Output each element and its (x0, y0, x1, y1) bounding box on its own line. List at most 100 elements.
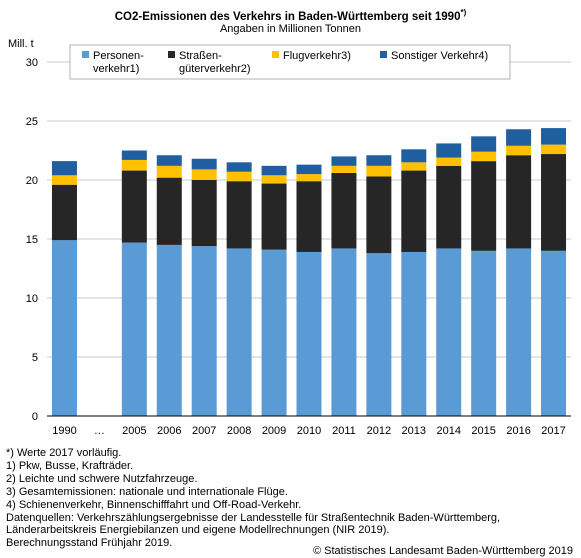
bar-segment (506, 155, 532, 249)
legend-label: güterverkehr2) (179, 63, 251, 75)
footnote: 4) Schienenverkehr, Binnenschifffahrt un… (6, 498, 302, 511)
legend-swatch (82, 51, 89, 58)
bar-segment (156, 244, 182, 416)
bar-segment (296, 164, 322, 175)
bar-segment (331, 165, 357, 173)
bar-segment (366, 165, 392, 177)
legend-swatch (272, 51, 279, 58)
bar-segment (261, 165, 287, 176)
bar-segment (121, 150, 147, 160)
y-axis-unit-label: Mill. t (8, 38, 34, 50)
footnote: 3) Gesamtemissionen: nationale und inter… (6, 485, 288, 498)
bar-segment (261, 175, 287, 184)
bar-segment (191, 246, 217, 416)
bar-segment (541, 154, 567, 251)
bar-segment (156, 177, 182, 245)
footnote: Länderarbeitskreis Energiebilanzen und e… (6, 524, 390, 537)
bar-segment (296, 174, 322, 182)
bar-segment (506, 145, 532, 156)
bar-segment (331, 248, 357, 416)
x-tick-label: … (94, 425, 105, 437)
bar-segment (261, 249, 287, 416)
footnote: *) Werte 2017 vorläufig. (6, 447, 122, 459)
y-tick-label: 0 (32, 411, 38, 423)
x-tick-label: 2007 (192, 425, 216, 437)
bar-segment (541, 144, 567, 155)
bar-segment (296, 251, 322, 416)
bar-segment (436, 157, 462, 166)
x-tick-label: 2012 (367, 425, 391, 437)
bar-segment (436, 143, 462, 158)
y-tick-label: 30 (26, 57, 38, 69)
bar-segment (436, 165, 462, 249)
y-tick-label: 20 (26, 175, 38, 187)
x-tick-label: 2011 (332, 425, 356, 437)
y-tick-label: 15 (26, 234, 38, 246)
bar-segment (121, 159, 147, 171)
bar-segment (191, 180, 217, 247)
chart-title-text: CO2-Emissionen des Verkehrs in Baden-Wür… (114, 10, 461, 23)
bar-segment (401, 170, 427, 252)
bar-segment (121, 242, 147, 416)
footnote: 2) Leichte und schwere Nutzfahrzeuge. (6, 472, 198, 485)
footnote: Datenquellen: Verkehrszählungsergebnisse… (6, 511, 501, 524)
bar-segment (506, 129, 532, 146)
bar-segment (366, 253, 392, 416)
y-tick-label: 5 (32, 352, 38, 364)
bar-segment (121, 170, 147, 243)
bar-segment (261, 183, 287, 250)
x-tick-label: 2008 (227, 425, 251, 437)
bar-segment (471, 151, 497, 162)
legend-box (69, 44, 511, 80)
legend: Personen-verkehr1) Straßen-güterverkehr2)… (69, 44, 511, 80)
bar-segment (226, 181, 252, 249)
bar-segment (541, 128, 567, 145)
x-tick-label: 2014 (436, 425, 460, 437)
chart-subtitle: Angaben in Millionen Tonnen (219, 23, 362, 35)
bar-segment (226, 162, 252, 172)
x-tick-label: 2005 (122, 425, 146, 437)
bar-segment (471, 250, 497, 416)
bar-segment (156, 155, 182, 166)
x-tick-label: 1990 (52, 425, 76, 437)
bar-segment (401, 251, 427, 416)
bar-segment (366, 176, 392, 254)
footnotes: *) Werte 2017 vorläufig. 1) Pkw, Busse, … (6, 447, 500, 550)
bar-segment (331, 172, 357, 249)
bar-segment (541, 250, 567, 416)
legend-label: Sonstiger Verkehr4) (391, 50, 488, 62)
bar-segment (296, 181, 322, 252)
x-tick-label: 2015 (471, 425, 495, 437)
x-tick-label: 2009 (262, 425, 286, 437)
y-tick-label: 25 (26, 116, 38, 128)
x-tick-label: 2017 (541, 425, 565, 437)
bar-segment (156, 165, 182, 178)
bar-segment (471, 136, 497, 152)
legend-label: Flugverkehr3) (283, 50, 351, 62)
legend-label: Straßen- (179, 50, 222, 62)
copyright-notice: © Statistisches Landesamt Baden-Württemb… (312, 545, 573, 557)
bar-segment (191, 158, 217, 170)
legend-label: verkehr1) (93, 63, 139, 75)
chart-title: CO2-Emissionen des Verkehrs in Baden-Wür… (0, 8, 581, 23)
chart-title-footnote-mark: *) (460, 8, 467, 17)
bar-segment (331, 156, 357, 166)
bar-segment (51, 240, 77, 416)
bar-segment (51, 161, 77, 176)
bar-segment (506, 248, 532, 416)
bar-stacks (51, 128, 567, 416)
bar-segment (51, 175, 77, 185)
legend-swatch (380, 51, 387, 58)
bar-segment (51, 184, 77, 241)
chart-canvas: 0 5 10 15 20 25 30 1990 … 2005 2006 2007 2008 2009 201… (26, 44, 571, 437)
x-tick-label: 2010 (297, 425, 321, 437)
x-tick-label: 2016 (506, 425, 530, 437)
bar-segment (226, 171, 252, 182)
bar-segment (226, 248, 252, 416)
bar-segment (366, 155, 392, 166)
x-tick-label: 2006 (157, 425, 181, 437)
y-tick-label: 10 (26, 293, 38, 305)
axes: 0 5 10 15 20 25 30 1990 … 2005 2006 2007 2008 2009 201… (26, 57, 571, 437)
legend-label: Personen- (93, 50, 144, 62)
bar-segment (436, 248, 462, 416)
